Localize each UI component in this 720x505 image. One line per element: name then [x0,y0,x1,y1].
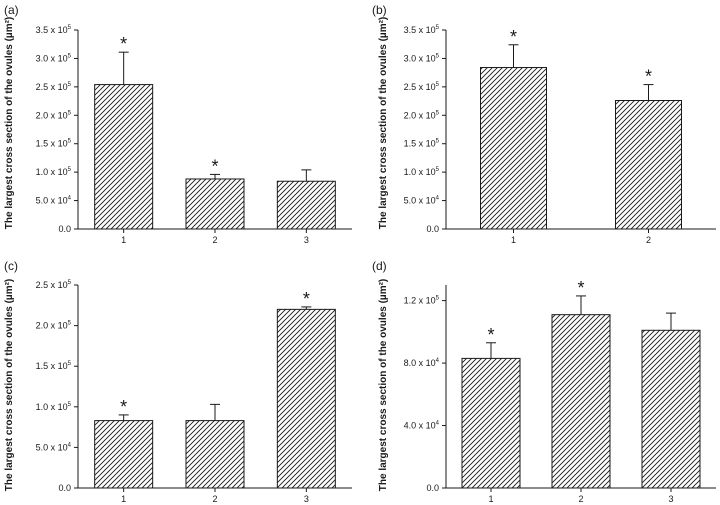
y-tick-label-a: 1.0 x 105 [36,167,72,177]
y-tick-label-d: 1.2 x 105 [404,296,440,306]
panel-label-a: (a) [4,3,19,17]
bar-b-1 [480,67,547,230]
y-tick-label-d: 0.0 [426,483,439,493]
panel-label-c: (c) [4,259,18,273]
x-tick-label-b-2: 2 [646,235,651,245]
y-tick-label-c: 0.0 [58,483,71,493]
bar-a-2 [185,178,245,230]
y-tick-label-a: 0.0 [58,224,71,234]
y-tick-label-d: 4.0 x 104 [404,421,440,431]
plot-area-b: 0.0 5.0 x 104 1.0 x 105 1.5 x 105 2.0 x 105 2… [404,25,716,245]
panel-label-d: (d) [372,259,387,273]
bar-c-3 [276,308,336,489]
x-tick-label-a-1: 1 [121,235,126,245]
panel-label-b: (b) [372,3,387,17]
significance-marker-a-2: * [211,156,218,176]
panel-a: (a) The largest cross section of the ovu… [4,3,352,245]
x-tick-label-a-2: 2 [212,235,217,245]
y-tick-label-a: 3.5 x 105 [36,25,72,35]
bar-d-3 [641,329,701,489]
plot-area-d: 0.0 4.0 x 104 8.0 x 104 1.2 x 105 * 1 * 2 3 [404,278,716,504]
y-tick-label-a: 5.0 x 104 [36,196,72,206]
significance-marker-d-2: * [577,278,584,298]
y-tick-label-d: 8.0 x 104 [404,358,440,368]
significance-marker-d-1: * [487,325,494,345]
x-tick-label-b-1: 1 [511,235,516,245]
ylabel-d: The largest cross section of the ovules … [378,279,389,491]
significance-marker-b-1: * [510,27,517,47]
bar-a-3 [276,180,336,230]
panel-c: (c) The largest cross section of the ovu… [4,259,352,504]
bar-d-1 [461,357,521,489]
bar-c-2 [185,420,245,489]
significance-marker-c-1: * [120,397,127,417]
y-tick-label-b: 5.0 x 104 [404,196,440,206]
panel-b: (b) The largest cross section of the ovu… [372,3,716,245]
x-tick-label-a-3: 3 [304,235,309,245]
y-tick-label-b: 1.0 x 105 [404,167,440,177]
y-tick-label-c: 1.5 x 105 [36,361,72,371]
bar-a-1 [94,84,154,230]
y-tick-label-a: 2.5 x 105 [36,82,72,92]
x-tick-label-d-3: 3 [668,494,673,504]
y-tick-label-b: 1.5 x 105 [404,139,440,149]
y-tick-label-b: 0.0 [426,224,439,234]
x-tick-label-c-1: 1 [121,494,126,504]
y-tick-label-a: 2.0 x 105 [36,110,72,120]
y-tick-label-b: 2.5 x 105 [404,82,440,92]
y-tick-label-c: 2.0 x 105 [36,321,72,331]
significance-marker-a-1: * [120,34,127,54]
x-tick-label-c-3: 3 [304,494,309,504]
bar-c-1 [94,420,154,489]
y-tick-label-b: 3.0 x 105 [404,53,440,63]
bar-b-2 [615,100,682,230]
ylabel-b: The largest cross section of the ovules … [378,17,389,229]
y-tick-label-a: 3.0 x 105 [36,53,72,63]
y-tick-label-b: 3.5 x 105 [404,25,440,35]
y-tick-label-c: 2.5 x 105 [36,280,72,290]
x-tick-label-c-2: 2 [212,494,217,504]
plot-area-c: 0.0 5.0 x 104 1.0 x 105 1.5 x 105 2.0 x 105 2… [36,280,352,504]
ylabel-a: The largest cross section of the ovules … [4,17,15,229]
bar-d-2 [551,314,611,489]
x-tick-label-d-1: 1 [488,494,493,504]
y-tick-label-c: 1.0 x 105 [36,402,72,412]
significance-marker-c-3: * [303,289,310,309]
significance-marker-b-2: * [645,67,652,87]
x-tick-label-d-2: 2 [578,494,583,504]
y-tick-label-a: 1.5 x 105 [36,139,72,149]
ylabel-c: The largest cross section of the ovules … [4,279,15,491]
y-tick-label-c: 5.0 x 104 [36,442,72,452]
panel-d: (d) The largest cross section of the ovu… [372,259,716,504]
y-tick-label-b: 2.0 x 105 [404,110,440,120]
plot-area-a: 0.0 5.0 x 104 1.0 x 105 1.5 x 105 2.0 x 105 2… [36,25,352,245]
